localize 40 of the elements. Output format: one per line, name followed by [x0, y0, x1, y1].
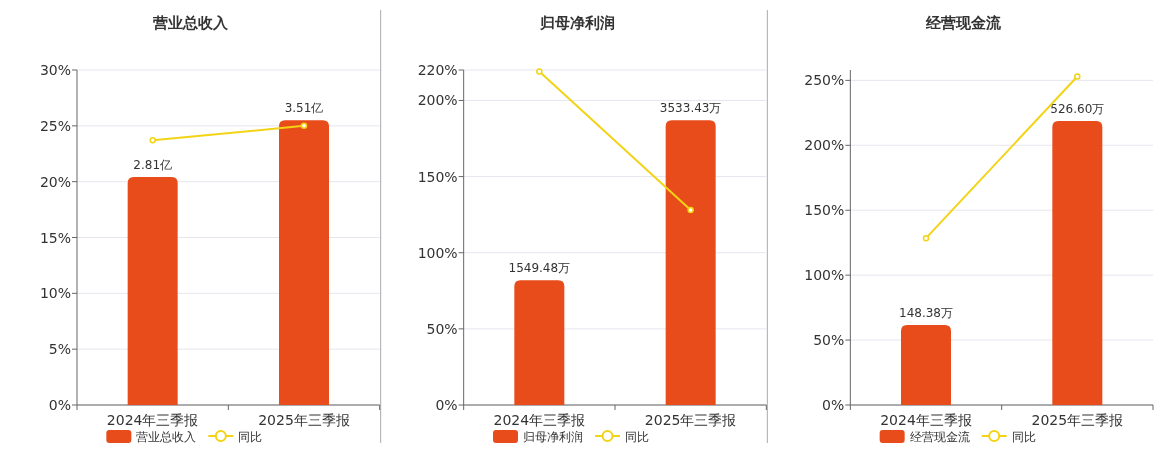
- data-label: 2.81亿: [133, 158, 173, 173]
- y-tick-label: 220%: [417, 62, 458, 78]
- legend-label: 经营现金流: [909, 429, 970, 444]
- data-label: 526.60万: [1050, 101, 1105, 116]
- y-tick-label: 100%: [804, 267, 845, 284]
- x-tick-label: 2024年三季报: [880, 412, 972, 428]
- x-tick-label: 2024年三季报: [493, 412, 586, 428]
- legend-label: 归母净利润: [523, 429, 583, 444]
- y-tick-label: 5%: [48, 341, 71, 358]
- chart-title: 营业总收入: [151, 14, 229, 32]
- y-tick-label: 200%: [804, 137, 845, 154]
- y-tick-label: 150%: [417, 168, 458, 185]
- y-tick-label: 200%: [417, 92, 458, 109]
- y-tick-label: 15%: [39, 229, 71, 246]
- data-label: 3533.43万: [659, 101, 722, 116]
- legend-label: 营业总收入: [136, 429, 197, 444]
- y-tick-label: 150%: [804, 202, 845, 219]
- legend-label: 同比: [625, 429, 649, 444]
- legend-label: 同比: [238, 429, 263, 444]
- y-tick-label: 25%: [39, 117, 71, 134]
- data-label: 1549.48万: [508, 261, 571, 276]
- x-tick-label: 2025年三季报: [1031, 412, 1124, 428]
- y-tick-label: 250%: [804, 72, 845, 89]
- y-tick-label: 50%: [426, 320, 458, 337]
- y-tick-label: 0%: [822, 397, 845, 413]
- y-tick-label: 0%: [48, 397, 71, 413]
- y-tick-label: 10%: [39, 285, 71, 302]
- y-tick-label: 20%: [39, 173, 71, 190]
- y-tick-label: 0%: [435, 397, 458, 413]
- x-tick-label: 2025年三季报: [258, 412, 350, 428]
- chart-title: 归母净利润: [538, 14, 615, 32]
- legend-label: 同比: [1011, 429, 1036, 444]
- y-tick-label: 100%: [417, 244, 458, 261]
- chart-title: 经营现金流: [925, 14, 1003, 32]
- x-tick-label: 2025年三季报: [644, 412, 737, 428]
- y-tick-label: 30%: [39, 62, 71, 78]
- data-label: 148.38万: [899, 305, 953, 320]
- x-tick-label: 2024年三季报: [106, 412, 199, 428]
- y-tick-label: 50%: [813, 332, 845, 349]
- data-label: 3.51亿: [284, 101, 324, 116]
